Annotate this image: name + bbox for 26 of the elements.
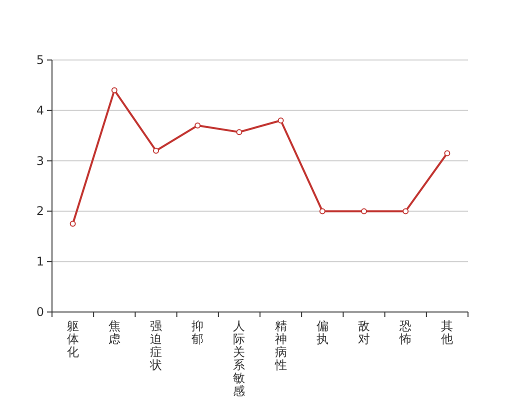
y-tick-label: 1 <box>36 254 44 269</box>
x-tick-label: 躯体化 <box>66 319 79 359</box>
point <box>153 148 159 154</box>
point <box>111 87 118 94</box>
point <box>236 129 242 136</box>
point <box>361 208 367 214</box>
x-tick-label: 敌对 <box>358 319 370 346</box>
x-tick-label: 焦虑 <box>108 319 120 346</box>
y-tick-label: 4 <box>36 103 44 118</box>
x-tick-label: 其他 <box>441 319 454 346</box>
x-tick-label: 偏执 <box>316 319 328 346</box>
x-tick-label: 恐怖 <box>398 319 412 346</box>
point <box>319 208 326 214</box>
x-tick-label: 强迫症状 <box>149 319 162 372</box>
y-tick-label: 2 <box>36 204 44 218</box>
point <box>278 117 284 124</box>
point <box>444 150 450 156</box>
x-tick-label: 人际关系敏感 <box>233 319 246 398</box>
y-tick-label: 5 <box>36 53 44 67</box>
point <box>70 220 76 227</box>
x-tick-label: 抑郁 <box>192 319 204 346</box>
y-tick-label: 0 <box>36 305 44 319</box>
point <box>194 122 201 129</box>
x-tick-label: 精神病性 <box>274 319 287 372</box>
point <box>402 208 409 214</box>
y-tick-label: 3 <box>36 154 44 168</box>
